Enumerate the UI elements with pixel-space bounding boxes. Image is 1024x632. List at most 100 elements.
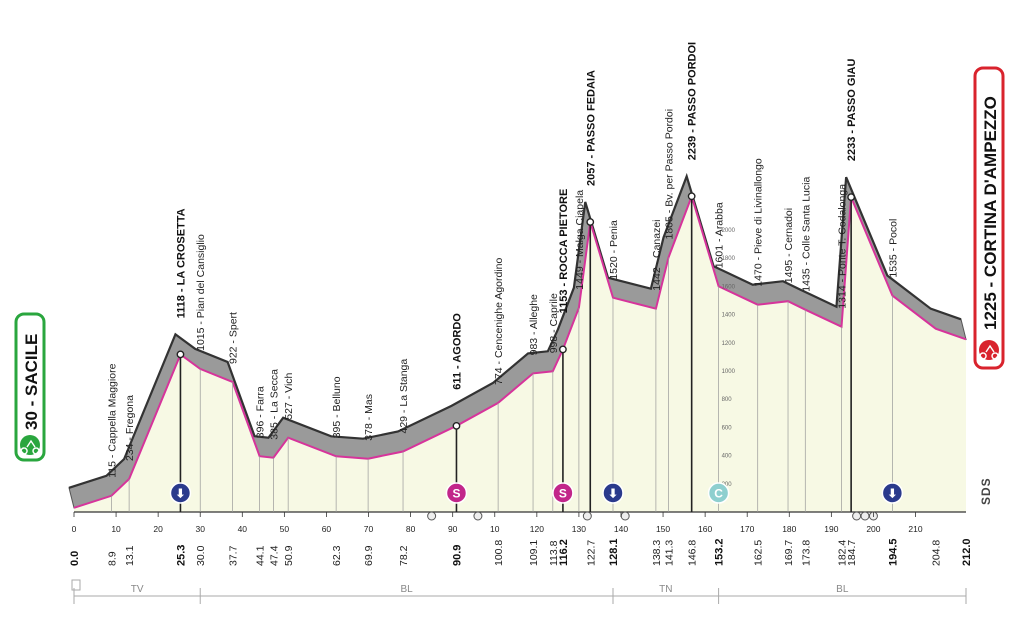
descent-icon	[881, 482, 904, 504]
waypoint-label: 998 - Caprile	[548, 293, 560, 353]
waypoint-label: 1601 - Arabba	[714, 202, 726, 268]
km-tick-label: 10	[490, 524, 500, 534]
region-bar: TV BL TN BL	[71, 579, 967, 604]
km-tick-label: 170	[740, 524, 754, 534]
distance-label: 182.4	[837, 540, 849, 566]
altitude-scale-label: 1200	[722, 341, 736, 347]
waypoint-label: 234 - Fregona	[124, 395, 136, 461]
km-tick-label: 140	[614, 524, 628, 534]
finish-cyclist-icon	[979, 340, 999, 360]
catering-icon	[707, 482, 730, 504]
waypoint-label: 922 - Spert	[228, 312, 240, 364]
waypoint-label: 1314 - Ponte T. Codalonga	[837, 184, 849, 309]
distance-label: 100.8	[493, 540, 505, 566]
descent-marker: ⬇	[881, 482, 904, 504]
summit-dot	[687, 192, 696, 201]
waypoint-label: 1153 - ROCCA PIETORE	[558, 189, 570, 314]
tunnel-icon	[860, 511, 870, 521]
altitude-scale: 2000 1800 1600 1400 1200 1000 800 600 400 200	[722, 228, 736, 488]
summit-dot	[559, 345, 567, 354]
km-tick-label: 160	[698, 524, 712, 534]
distance-label: 212.0	[961, 538, 973, 566]
waypoint-label: 115 - Cappella Maggiore	[106, 363, 118, 477]
altitude-scale-label: 800	[722, 397, 733, 403]
waypoint-label: 1442 - Canazei	[651, 219, 663, 290]
waypoint-label: 1449 - Malga Ciapela	[574, 190, 586, 290]
start-badge: 30 - SACILE	[14, 312, 46, 462]
tunnel-icon	[852, 511, 862, 521]
waypoint-label: 1495 - Cernadoi	[783, 208, 795, 283]
waypoint-label: 527 - Vich	[283, 372, 295, 419]
distance-label: 153.2	[714, 538, 726, 566]
waypoint-label: 2233 - PASSO GIAU	[846, 59, 858, 162]
descent-marker: ⬇	[169, 482, 192, 504]
km-tick-label: 60	[322, 524, 332, 534]
km-tick-label: 0	[72, 524, 77, 534]
altitude-scale-label: 1000	[722, 369, 736, 375]
region-label: TN	[659, 584, 672, 595]
distance-axis: 0 10 20 30 40 50 60 70 80 90 10 120 130 140 150 160 170 1…	[69, 512, 973, 566]
distance-label: 113.8	[548, 540, 560, 566]
finish-badge: 1225 - CORTINA D'AMPEZZO	[973, 66, 1005, 370]
distance-label: 50.9	[283, 545, 295, 566]
summit-dot	[847, 193, 856, 202]
distance-label: 169.7	[783, 540, 795, 566]
km-tick-label: 80	[406, 524, 416, 534]
waypoint-labels: 115 - Cappella Maggiore 234 - Fregona 1118…	[106, 42, 899, 478]
altitude-scale-label: 1800	[722, 256, 736, 262]
waypoint-label: 1435 - Colle Santa Lucia	[800, 177, 812, 292]
distance-label: 62.3	[331, 545, 343, 566]
descent-icon	[169, 482, 192, 504]
km-tick-label: 70	[364, 524, 374, 534]
km-tick-label: 190	[824, 524, 838, 534]
elevation-profile	[73, 193, 967, 513]
distance-label: 116.2	[558, 539, 570, 566]
tunnel-icon	[582, 511, 592, 521]
altitude-scale-label: 200	[722, 482, 733, 488]
km-tick-label: 90	[448, 524, 458, 534]
distance-label: 13.1	[124, 545, 136, 566]
km-tick-label: 130	[572, 524, 586, 534]
waypoint-label: 1015 - Pian del Cansiglio	[195, 234, 207, 351]
distance-label: 141.3	[664, 540, 676, 566]
waypoint-label: 611 - AGORDO	[452, 313, 464, 390]
tunnel-icon	[620, 511, 630, 521]
km-tick-label: 210	[908, 524, 922, 534]
distance-label: 90.9	[452, 545, 464, 566]
summit-dot	[176, 350, 185, 359]
waypoint-label: 429 - La Stanga	[398, 359, 410, 434]
sprint-icon	[445, 482, 468, 504]
waypoint-label: 2239 - PASSO PORDOI	[687, 42, 699, 160]
sprint-marker: S	[552, 482, 574, 504]
distance-label: 30.0	[195, 545, 207, 566]
km-tick-label: 30	[195, 524, 205, 534]
altitude-scale-label: 1400	[722, 313, 736, 319]
km-tick-label: 200	[866, 524, 880, 534]
km-tick-label: 180	[782, 524, 796, 534]
distance-label: 204.8	[931, 540, 943, 566]
waypoint-label: 1470 - Pieve di Livinallongo	[753, 158, 765, 287]
km-tick-label: 10	[111, 524, 121, 534]
region-label: TV	[131, 584, 144, 595]
marker-letter: ⬇	[175, 487, 185, 501]
waypoint-label: 774 - Cencenighe Agordino	[493, 257, 505, 384]
waypoint-label: 2057 - PASSO FEDAIA	[585, 70, 597, 186]
km-tick-label: 150	[656, 524, 670, 534]
region-start-icon	[71, 579, 81, 591]
marker-letter: S	[559, 487, 567, 501]
waypoint-label: 1805 - Bv. per Passo Pordoi	[664, 109, 676, 240]
distance-label: 47.4	[268, 545, 280, 566]
descent-marker: ⬇	[602, 482, 624, 504]
km-tick-label: 20	[153, 524, 163, 534]
region-label: BL	[836, 584, 849, 595]
distance-label: 8.9	[106, 551, 118, 566]
marker-letter: ⬇	[608, 487, 618, 501]
waypoint-label: 385 - La Secca	[268, 369, 280, 440]
distance-label: 78.2	[398, 545, 410, 566]
waypoint-label: 1520 - Penia	[608, 220, 620, 280]
start-label: 30 - SACILE	[22, 334, 41, 430]
profile-area	[74, 196, 966, 513]
distance-label: 162.5	[753, 540, 765, 566]
waypoint-label: 983 - Alleghe	[528, 294, 540, 355]
